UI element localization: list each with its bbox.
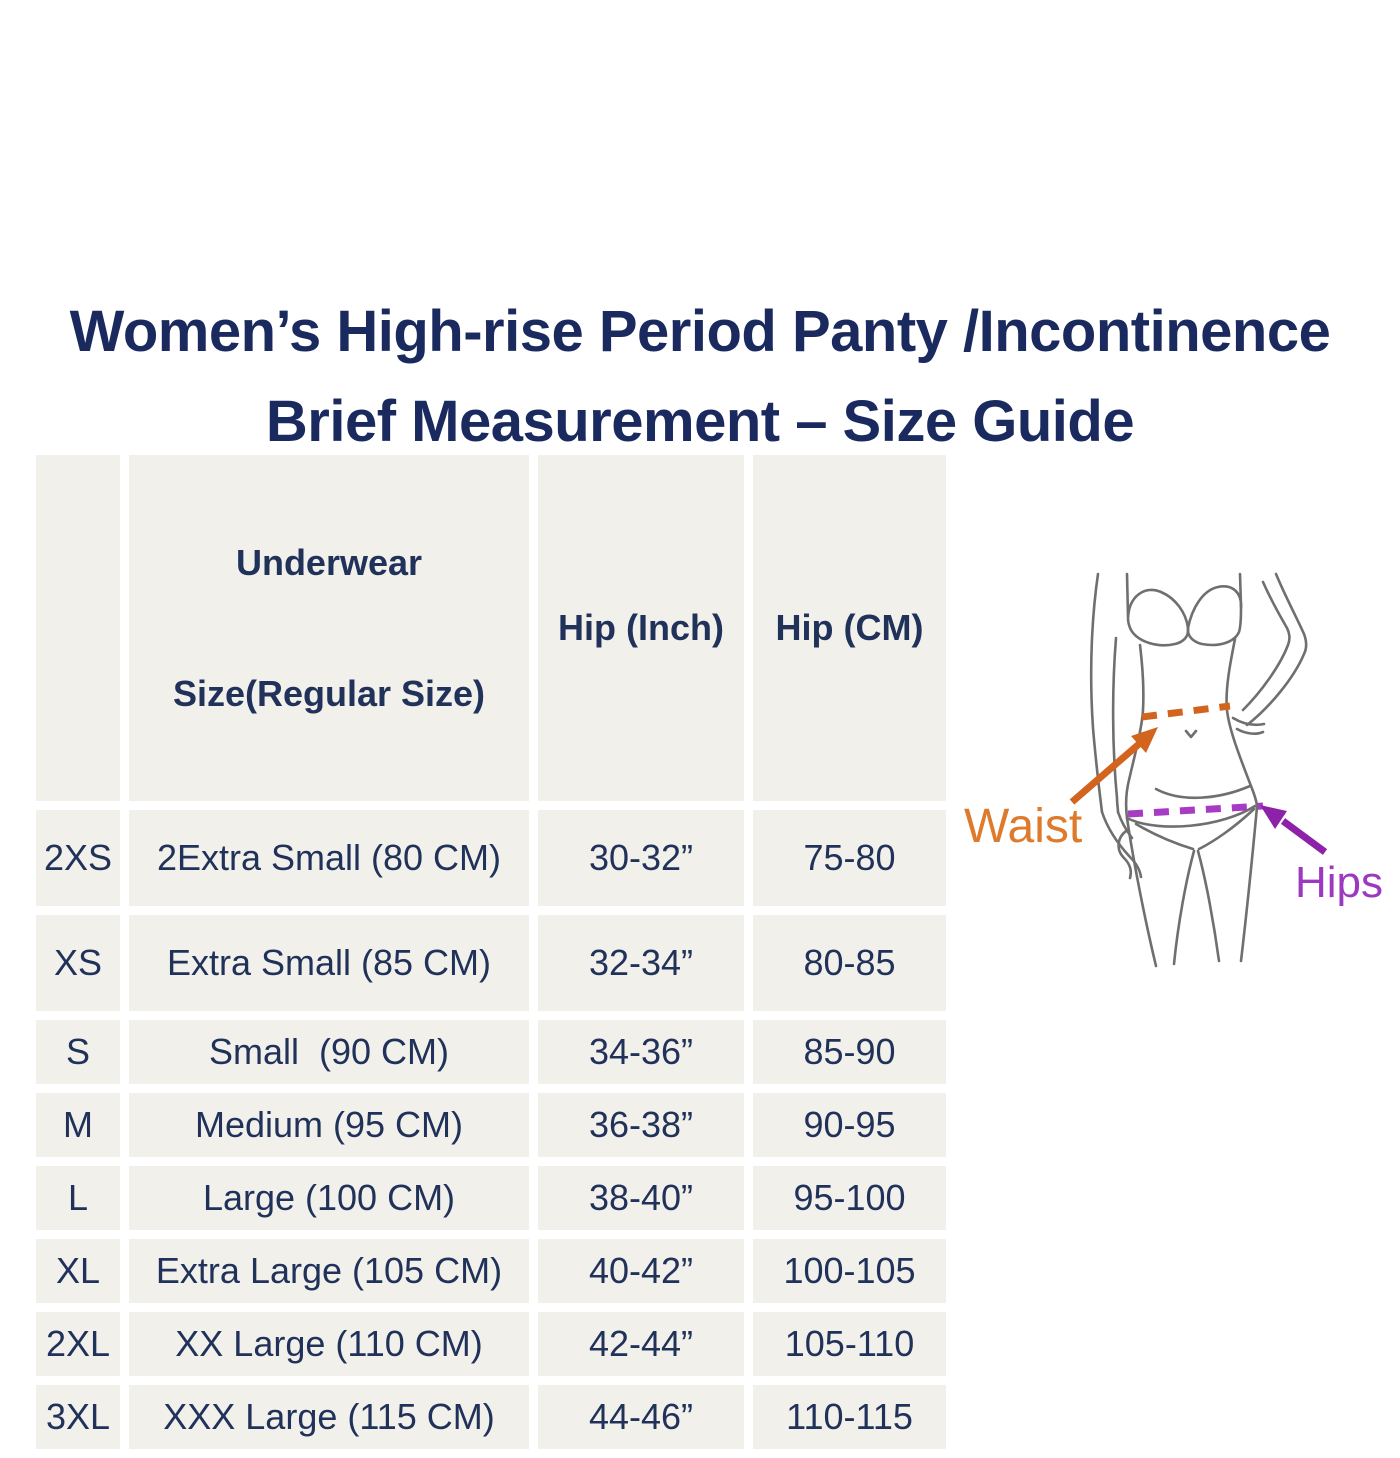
table-row: XS Extra Small (85 CM) 32-34” 80-85 — [36, 915, 946, 1011]
table-header-row: Underwear Size(Regular Size) Hip (Inch) … — [36, 455, 946, 801]
waist-label: Waist — [964, 800, 1082, 853]
torso-left-path — [1124, 643, 1145, 820]
table-row: 2XS 2Extra Small (80 CM) 30-32” 75-80 — [36, 810, 946, 906]
table-row: 3XL XXX Large (115 CM) 44-46” 110-115 — [36, 1385, 946, 1449]
measurement-figure: Waist Hips — [960, 560, 1400, 1020]
cell-size-name: Extra Small (85 CM) — [129, 915, 529, 1011]
right-strap-path — [1238, 572, 1243, 609]
left-hand-outer-path — [1100, 810, 1143, 879]
cell-size-name: XX Large (110 CM) — [129, 1312, 529, 1376]
cell-size-code: 2XL — [36, 1312, 120, 1376]
header-hip-inch: Hip (Inch) — [538, 455, 744, 801]
figure-body-outline — [1089, 572, 1308, 968]
page-title: Women’s High-rise Period Panty /Incontin… — [0, 287, 1400, 467]
cell-hip-inch: 34-36” — [538, 1020, 744, 1084]
panty-top-path — [1127, 804, 1257, 828]
cell-hip-inch: 36-38” — [538, 1093, 744, 1157]
cell-size-name: 2Extra Small (80 CM) — [129, 810, 529, 906]
left-leg-outer-path — [1125, 816, 1158, 968]
cell-hip-cm: 75-80 — [753, 810, 946, 906]
cell-hip-inch: 30-32” — [538, 810, 744, 906]
left-arm-inner-path — [1111, 636, 1120, 814]
right-hand-fingers-path — [1231, 716, 1266, 735]
bra-left-cup-path — [1126, 588, 1190, 647]
cell-size-code: XS — [36, 915, 120, 1011]
cell-hip-inch: 32-34” — [538, 915, 744, 1011]
cell-hip-cm: 85-90 — [753, 1020, 946, 1084]
hips-arrow-head — [1260, 805, 1287, 829]
right-leg-outer-path — [1239, 805, 1259, 963]
header-underwear-size: Underwear Size(Regular Size) — [129, 455, 529, 801]
cell-hip-inch: 38-40” — [538, 1166, 744, 1230]
hips-label: Hips — [1295, 858, 1383, 907]
header-underwear-line2: Size(Regular Size) — [172, 673, 486, 714]
table-row: XL Extra Large (105 CM) 40-42” 100-105 — [36, 1239, 946, 1303]
cell-size-code: L — [36, 1166, 120, 1230]
header-size-code — [36, 455, 120, 801]
waist-dash-line — [1141, 702, 1231, 721]
cell-size-name: Extra Large (105 CM) — [129, 1239, 529, 1303]
cell-hip-cm: 110-115 — [753, 1385, 946, 1449]
cell-hip-inch: 42-44” — [538, 1312, 744, 1376]
panty-v-left-path — [1134, 822, 1195, 851]
header-underwear-line1: Underwear — [235, 542, 423, 583]
cell-hip-cm: 100-105 — [753, 1239, 946, 1303]
cell-hip-cm: 95-100 — [753, 1166, 946, 1230]
left-hand-inner-path — [1116, 810, 1134, 840]
table-row: S Small (90 CM) 34-36” 85-90 — [36, 1020, 946, 1084]
cell-size-code: S — [36, 1020, 120, 1084]
cell-size-code: M — [36, 1093, 120, 1157]
cell-hip-cm: 80-85 — [753, 915, 946, 1011]
left-strap-path — [1125, 572, 1130, 618]
right-leg-inner-path — [1196, 849, 1221, 963]
right-arm-inner-path — [1241, 580, 1291, 712]
cell-size-code: 2XS — [36, 810, 120, 906]
hips-arrow-shaft — [1280, 818, 1328, 855]
header-hip-cm: Hip (CM) — [753, 455, 946, 801]
body-measurement-diagram: Waist Hips — [964, 572, 1383, 968]
cell-hip-cm: 90-95 — [753, 1093, 946, 1157]
right-arm-outer-path — [1245, 572, 1308, 727]
table-row: M Medium (95 CM) 36-38” 90-95 — [36, 1093, 946, 1157]
table-row: L Large (100 CM) 38-40” 95-100 — [36, 1166, 946, 1230]
waist-arrow-shaft — [1069, 741, 1142, 805]
size-guide-table: Underwear Size(Regular Size) Hip (Inch) … — [27, 446, 955, 1458]
cell-hip-inch: 40-42” — [538, 1239, 744, 1303]
bra-right-cup-path — [1186, 585, 1243, 647]
title-line-1: Women’s High-rise Period Panty /Incontin… — [69, 298, 1331, 364]
panty-v-right-path — [1197, 807, 1256, 851]
hips-dash-line — [1127, 802, 1264, 818]
cell-size-name: Large (100 CM) — [129, 1166, 529, 1230]
cell-size-name: Medium (95 CM) — [129, 1093, 529, 1157]
cell-size-code: XL — [36, 1239, 120, 1303]
left-leg-inner-path — [1172, 849, 1196, 966]
cell-size-code: 3XL — [36, 1385, 120, 1449]
cell-hip-inch: 44-46” — [538, 1385, 744, 1449]
table-row: 2XL XX Large (110 CM) 42-44” 105-110 — [36, 1312, 946, 1376]
cell-size-name: Small (90 CM) — [129, 1020, 529, 1084]
left-thumb-curl-path — [1117, 829, 1133, 880]
left-arm-outer-path — [1089, 572, 1104, 814]
cell-hip-cm: 105-110 — [753, 1312, 946, 1376]
title-line-2: Brief Measurement – Size Guide — [265, 388, 1135, 454]
waist-arrow-head — [1131, 727, 1158, 753]
belly-crease-path — [1154, 784, 1252, 800]
torso-right-path — [1225, 637, 1259, 809]
belly-button-path — [1184, 729, 1198, 739]
cell-size-name: XXX Large (115 CM) — [129, 1385, 529, 1449]
